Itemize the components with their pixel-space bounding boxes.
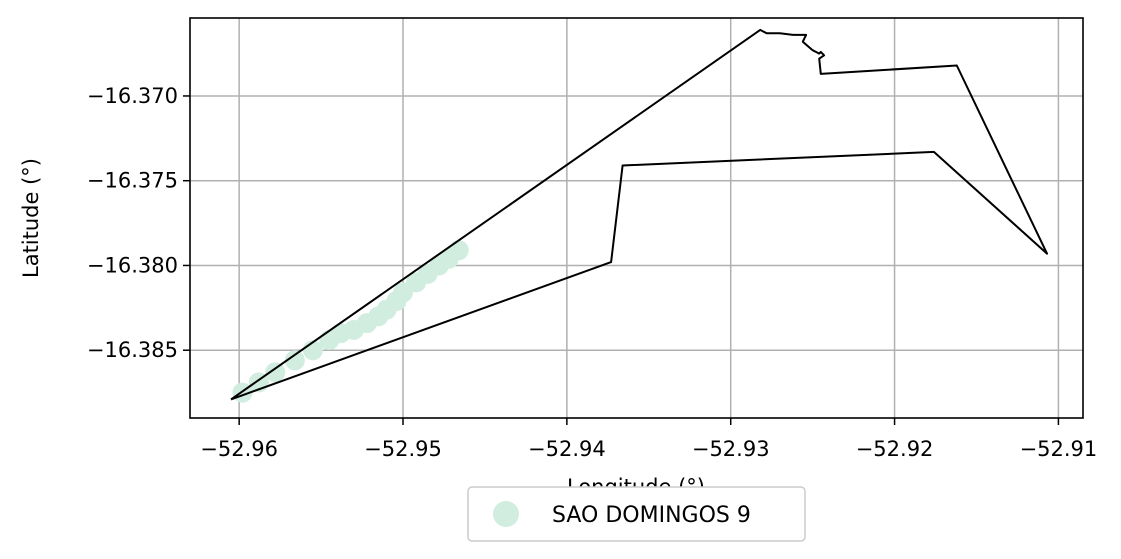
x-tick-label: −52.96 bbox=[200, 437, 278, 461]
legend-box bbox=[467, 486, 806, 542]
y-tick-label: −16.370 bbox=[87, 84, 178, 108]
y-ticks: −16.370 −16.375 −16.380 −16.385 bbox=[87, 84, 190, 362]
x-tick-label: −52.94 bbox=[528, 437, 606, 461]
data-point bbox=[448, 240, 469, 261]
grid bbox=[190, 18, 1083, 418]
x-tick-label: −52.91 bbox=[1020, 437, 1098, 461]
x-ticks: −52.96 −52.95 −52.94 −52.93 −52.92 −52.91 bbox=[200, 418, 1097, 461]
y-tick-label: −16.385 bbox=[87, 338, 178, 362]
legend: SAO DOMINGOS 9 bbox=[467, 486, 806, 542]
x-tick-label: −52.95 bbox=[364, 437, 442, 461]
data-point bbox=[265, 362, 286, 383]
x-tick-label: −52.92 bbox=[856, 437, 934, 461]
y-tick-label: −16.375 bbox=[87, 169, 178, 193]
data-point bbox=[284, 350, 305, 371]
boundary-path bbox=[230, 28, 1048, 401]
plot-frame bbox=[189, 17, 1084, 419]
legend-marker bbox=[493, 501, 519, 527]
x-tick-label: −52.93 bbox=[692, 437, 770, 461]
legend-label: SAO DOMINGOS 9 bbox=[552, 503, 751, 528]
y-tick-label: −16.380 bbox=[87, 253, 178, 277]
y-axis-label: Latitude (°) bbox=[19, 158, 43, 278]
boundary-outline bbox=[230, 28, 1048, 401]
